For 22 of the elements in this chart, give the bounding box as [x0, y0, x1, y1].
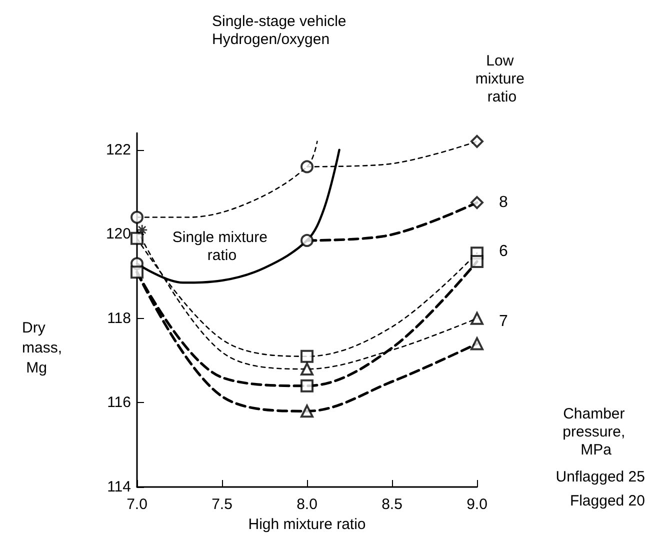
x-axis-title: High mixture ratio — [248, 516, 366, 533]
text: Low mixture ratio — [475, 52, 529, 106]
series-label: 7 — [499, 313, 508, 330]
y-tick-label: 116 — [107, 394, 131, 412]
text: Unflagged 25 — [556, 468, 645, 486]
text: Flagged 20 — [570, 492, 645, 510]
y-tick-label: 118 — [107, 310, 131, 327]
y-tick-label: 114 — [107, 478, 131, 496]
series-label: 6 — [499, 243, 508, 260]
text: Chamber pressure, MPa — [562, 406, 630, 458]
chart-subtitle: Hydrogen/oxygen — [212, 31, 330, 48]
y-tick-label: 120 — [106, 226, 131, 243]
y-axis-title: Dry mass, Mg — [22, 320, 62, 376]
x-tick-label: 8.5 — [382, 496, 402, 513]
x-tick-label: 8.0 — [296, 496, 318, 513]
y-tick-label: 122 — [106, 141, 131, 158]
x-tick-label: 7.0 — [126, 496, 148, 513]
x-tick-label: 9.0 — [466, 496, 488, 513]
x-tick-label: 7.5 — [212, 496, 232, 513]
series-label: 8 — [499, 194, 508, 212]
chart-title: Single-stage vehicle — [212, 13, 346, 30]
series-label: Single mixture ratio — [172, 229, 272, 264]
